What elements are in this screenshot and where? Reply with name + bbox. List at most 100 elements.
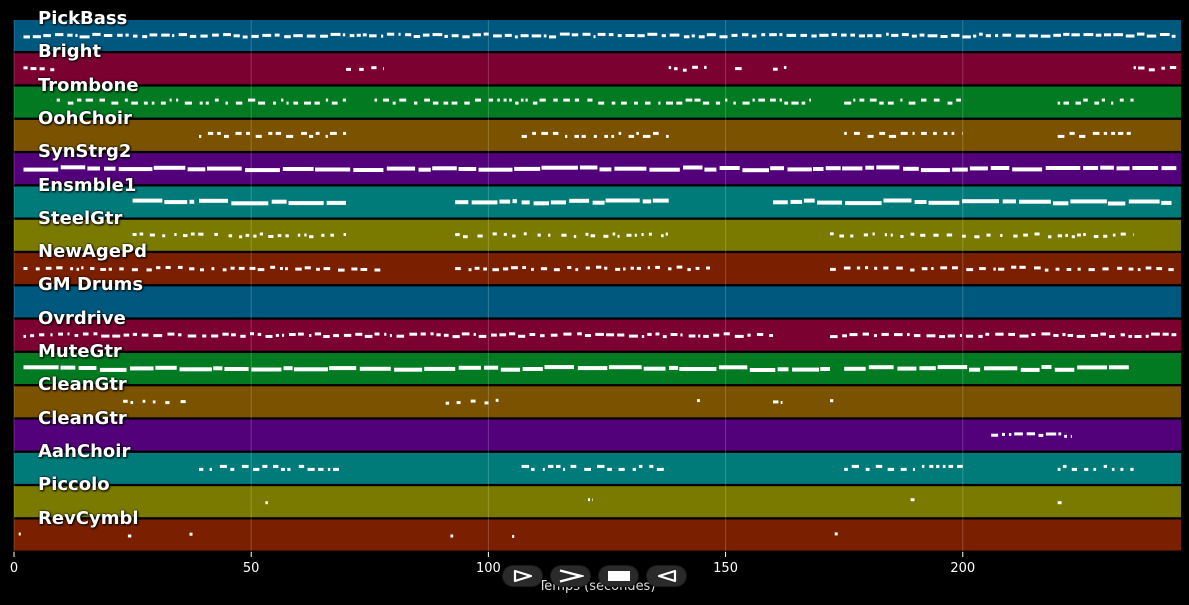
note (351, 267, 358, 271)
note (79, 35, 90, 39)
note (679, 367, 717, 371)
note (990, 166, 1010, 170)
note (550, 333, 558, 337)
note (698, 35, 705, 39)
note (87, 166, 100, 171)
note (585, 232, 589, 236)
note (108, 267, 112, 271)
note (275, 131, 282, 135)
note (1064, 434, 1067, 438)
note (1171, 34, 1176, 38)
note (862, 332, 869, 336)
note (641, 233, 644, 236)
note (458, 365, 481, 370)
note (523, 232, 527, 236)
note (199, 101, 203, 105)
note (451, 34, 459, 38)
note (849, 333, 858, 337)
track-lane (14, 219, 1181, 251)
note (1159, 33, 1170, 36)
stop-button[interactable] (599, 566, 638, 586)
note (1088, 268, 1095, 272)
note (959, 334, 962, 337)
note (30, 334, 35, 338)
note (231, 201, 269, 206)
note (189, 267, 195, 271)
note (1133, 233, 1134, 237)
note (867, 34, 873, 38)
note (533, 201, 549, 206)
note (314, 101, 320, 105)
note (851, 464, 859, 468)
next-button[interactable] (551, 566, 590, 586)
note (270, 265, 276, 269)
note (525, 98, 528, 102)
note (649, 167, 680, 172)
note (682, 68, 687, 72)
note (995, 34, 999, 38)
note (1111, 131, 1116, 135)
note (985, 34, 991, 38)
note (491, 333, 497, 337)
note (364, 334, 373, 338)
note (1002, 199, 1016, 204)
track-label: CleanGtr (38, 407, 127, 429)
note (641, 335, 645, 338)
note (56, 266, 63, 270)
note (563, 98, 570, 102)
note (386, 166, 416, 171)
note (386, 32, 395, 36)
note (307, 467, 315, 471)
note (30, 67, 37, 71)
note (286, 101, 289, 105)
note (647, 332, 652, 336)
note (112, 334, 121, 338)
note (323, 267, 331, 271)
note (912, 131, 915, 135)
note (288, 201, 324, 206)
note (969, 367, 981, 372)
play-outline-button[interactable] (503, 566, 542, 586)
note (331, 101, 338, 105)
note (1070, 199, 1107, 204)
note (99, 367, 127, 372)
note (329, 366, 357, 371)
note (666, 134, 669, 138)
note (257, 268, 265, 272)
note (418, 167, 431, 172)
track-label: RevCymbl (38, 507, 139, 529)
note (908, 101, 916, 105)
note (323, 335, 330, 338)
note (293, 101, 299, 105)
note (856, 266, 861, 270)
note (1117, 266, 1123, 270)
note (903, 166, 919, 171)
note (1048, 235, 1052, 239)
track-lane (14, 486, 1181, 518)
track-label: PickBass (38, 8, 128, 29)
note (706, 266, 710, 270)
note (647, 266, 650, 270)
note (933, 131, 937, 135)
note (118, 167, 153, 172)
note (1052, 201, 1069, 206)
note (618, 131, 622, 135)
note (742, 33, 749, 37)
note (603, 234, 609, 238)
note (327, 467, 331, 471)
note (668, 267, 672, 271)
back-button[interactable] (647, 566, 686, 586)
note (933, 98, 940, 102)
track-lane (14, 119, 1181, 151)
note (952, 167, 968, 172)
note (504, 33, 512, 37)
note (1083, 166, 1099, 170)
tick-label: 100 (475, 561, 501, 576)
track-lane (14, 53, 1181, 85)
note (998, 267, 1005, 271)
track-label: Piccolo (38, 474, 110, 496)
note (228, 234, 233, 238)
note (304, 101, 311, 105)
note (863, 233, 868, 237)
note (45, 266, 52, 270)
